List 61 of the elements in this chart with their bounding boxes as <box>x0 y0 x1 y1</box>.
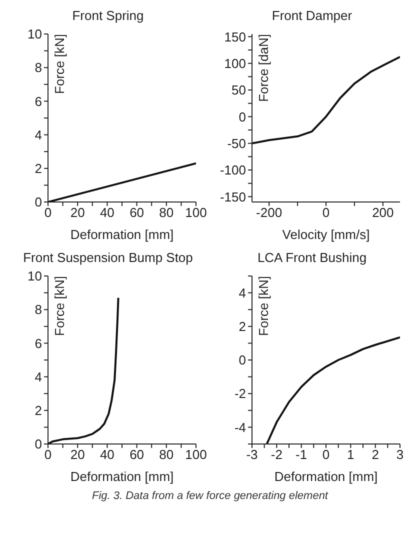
y-tick-label: 2 <box>34 403 42 418</box>
y-tick-label: -150 <box>220 189 246 204</box>
x-tick-label: -1 <box>296 447 308 462</box>
y-tick-label: 0 <box>34 436 42 452</box>
chart-title: Front Spring <box>71 8 145 25</box>
y-tick-label: -4 <box>234 420 246 435</box>
y-tick-label: 2 <box>34 161 42 176</box>
y-tick-label: 0 <box>238 109 246 124</box>
x-tick-label: 20 <box>70 205 85 220</box>
y-tick-label: 50 <box>232 82 246 98</box>
y-tick-label: 0 <box>34 194 42 210</box>
y-tick-label: 6 <box>34 94 42 109</box>
x-tick-label: 0 <box>44 205 52 220</box>
x-tick-label: 80 <box>159 447 174 462</box>
line-series <box>266 336 400 444</box>
y-tick-label: 8 <box>34 302 42 318</box>
y-tick-label: 2 <box>238 319 246 334</box>
x-tick-label: 60 <box>130 205 144 220</box>
x-axis-title: Velocity [mm/s] <box>281 226 371 244</box>
chart-title: Front Suspension Bump Stop <box>22 250 194 267</box>
y-tick-label: 4 <box>238 285 246 300</box>
x-tick-label: 40 <box>100 205 114 220</box>
x-tick-label: 200 <box>372 205 394 220</box>
x-tick-label: 0 <box>322 447 330 462</box>
x-axis-title: Deformation [mm] <box>273 468 379 486</box>
y-tick-label: 4 <box>34 127 42 142</box>
y-tick-label: 100 <box>224 56 246 71</box>
y-tick-label: 10 <box>28 268 42 284</box>
y-tick-label: -50 <box>227 136 246 151</box>
y-axis-title: Force [kN] <box>256 276 271 336</box>
x-tick-label: 20 <box>70 447 85 462</box>
x-axis-title: Deformation [mm] <box>69 468 175 486</box>
y-tick-label: 4 <box>34 369 42 384</box>
x-tick-label: 40 <box>100 447 114 462</box>
chart-title: LCA Front Bushing <box>256 250 368 267</box>
x-tick-label: 0 <box>322 205 330 220</box>
y-axis-title: Force [daN] <box>256 34 271 102</box>
x-tick-label: 100 <box>185 205 207 220</box>
x-tick-label: 2 <box>372 447 379 462</box>
x-tick-label: 0 <box>44 447 52 462</box>
caption: Fig. 3. Data from a few force generating element <box>90 490 330 502</box>
x-tick-label: 60 <box>130 447 144 462</box>
x-tick-label: 100 <box>185 447 207 462</box>
y-tick-label: 150 <box>224 29 246 44</box>
y-tick-label: -100 <box>220 162 246 178</box>
y-axis-title: Force [kN] <box>52 34 67 94</box>
y-tick-label: -2 <box>234 386 246 402</box>
y-tick-label: 10 <box>28 26 42 42</box>
x-tick-label: 80 <box>159 205 174 220</box>
x-tick-label: -2 <box>270 447 282 462</box>
line-series <box>48 296 120 444</box>
y-tick-label: 8 <box>34 60 42 76</box>
x-tick-label: -3 <box>246 447 258 462</box>
x-axis-title: Deformation [mm] <box>69 226 175 244</box>
y-tick-label: 0 <box>238 352 246 368</box>
chart-title: Front Damper <box>270 8 354 25</box>
y-axis-title: Force [kN] <box>52 276 67 336</box>
y-tick-label: 6 <box>34 336 42 351</box>
x-tick-label: -200 <box>256 205 282 220</box>
x-tick-label: 3 <box>396 447 404 462</box>
x-tick-label: 1 <box>347 447 354 462</box>
